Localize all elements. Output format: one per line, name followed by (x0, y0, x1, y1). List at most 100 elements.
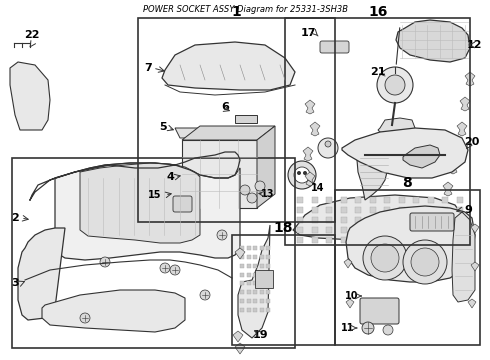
Bar (384, 217, 390, 223)
Polygon shape (10, 62, 50, 130)
Bar (399, 197, 405, 203)
Bar (253, 246, 257, 250)
Bar (384, 237, 390, 243)
Bar (326, 237, 332, 243)
Text: 21: 21 (370, 67, 386, 77)
Bar (253, 282, 257, 285)
Polygon shape (344, 259, 352, 268)
Polygon shape (42, 290, 185, 332)
Bar (266, 273, 270, 276)
Circle shape (170, 265, 180, 275)
Polygon shape (310, 122, 320, 136)
Bar (370, 207, 376, 213)
Polygon shape (465, 72, 475, 86)
Bar (297, 207, 303, 213)
Bar (240, 246, 244, 250)
Text: 4: 4 (166, 172, 174, 182)
FancyBboxPatch shape (320, 41, 349, 53)
Circle shape (403, 240, 447, 284)
Polygon shape (162, 42, 295, 90)
Bar (232, 235, 335, 345)
Text: 13: 13 (261, 189, 275, 199)
Bar (428, 197, 434, 203)
Bar (442, 207, 448, 213)
Bar (297, 227, 303, 233)
Bar (253, 290, 257, 294)
Bar (246, 299, 250, 303)
Bar (384, 207, 390, 213)
Circle shape (200, 290, 210, 300)
Bar (428, 237, 434, 243)
Text: 18: 18 (273, 221, 293, 235)
Polygon shape (80, 163, 200, 243)
FancyBboxPatch shape (410, 213, 454, 231)
Bar (457, 197, 463, 203)
Circle shape (362, 322, 374, 334)
Bar (255, 270, 273, 288)
Polygon shape (175, 128, 235, 138)
Bar (297, 217, 303, 223)
Bar (384, 197, 390, 203)
Bar (414, 197, 419, 203)
Bar (442, 237, 448, 243)
Text: 14: 14 (311, 183, 325, 193)
Bar (266, 308, 270, 312)
Bar (240, 308, 244, 312)
Bar (266, 264, 270, 268)
Bar (297, 197, 303, 203)
Polygon shape (468, 299, 476, 308)
Polygon shape (257, 126, 275, 208)
Text: 2: 2 (11, 213, 19, 223)
Bar (370, 227, 376, 233)
Polygon shape (471, 224, 479, 233)
Bar (266, 246, 270, 250)
Circle shape (160, 263, 170, 273)
Bar (312, 237, 318, 243)
Bar (260, 255, 264, 259)
Bar (335, 190, 480, 345)
Bar (266, 299, 270, 303)
Polygon shape (443, 182, 453, 196)
Circle shape (303, 171, 307, 175)
Bar (326, 217, 332, 223)
Text: 16: 16 (368, 5, 388, 19)
Bar (428, 227, 434, 233)
Polygon shape (460, 97, 470, 111)
Bar (12, 158, 295, 348)
Polygon shape (357, 145, 388, 200)
Circle shape (297, 171, 301, 175)
Polygon shape (457, 122, 467, 136)
Circle shape (325, 141, 331, 147)
Bar (399, 237, 405, 243)
Bar (326, 207, 332, 213)
Bar (341, 237, 346, 243)
Text: 20: 20 (465, 137, 480, 147)
Bar (442, 217, 448, 223)
Polygon shape (303, 147, 313, 161)
Circle shape (383, 325, 393, 335)
Bar (355, 227, 361, 233)
Circle shape (255, 181, 265, 191)
Bar (370, 217, 376, 223)
Bar (355, 237, 361, 243)
Bar (246, 290, 250, 294)
Polygon shape (238, 225, 270, 338)
Bar (341, 227, 346, 233)
Bar (253, 273, 257, 276)
Bar (297, 237, 303, 243)
Polygon shape (396, 20, 470, 62)
Circle shape (371, 244, 399, 272)
Bar (240, 282, 244, 285)
Bar (414, 207, 419, 213)
Polygon shape (233, 331, 243, 342)
Circle shape (240, 185, 250, 195)
Polygon shape (403, 145, 440, 168)
Polygon shape (182, 126, 275, 140)
Circle shape (377, 67, 413, 103)
Polygon shape (448, 160, 458, 174)
Bar (399, 227, 405, 233)
Circle shape (411, 248, 439, 276)
Polygon shape (346, 299, 354, 308)
Bar (246, 255, 250, 259)
Bar (240, 255, 244, 259)
